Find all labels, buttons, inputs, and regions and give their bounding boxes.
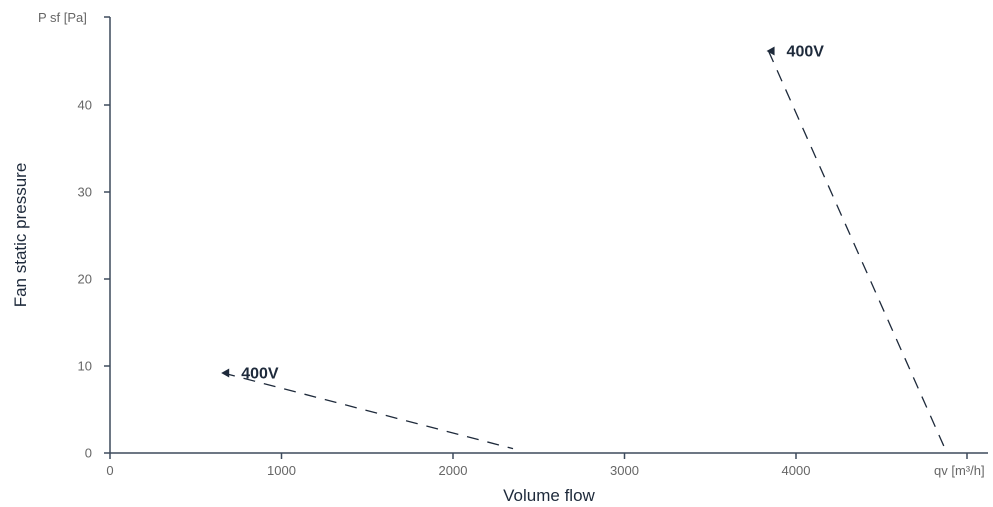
x-tick-label: 0 <box>106 463 113 478</box>
y-axis-title: Fan static pressure <box>11 163 30 308</box>
series-group: 400V 400V <box>221 44 948 454</box>
x-tick-label: 1000 <box>267 463 296 478</box>
y-tick-label: 0 <box>85 446 92 461</box>
y-tick-label: 30 <box>78 185 92 200</box>
x-tick-label: 4000 <box>782 463 811 478</box>
y-unit-label: P sf [Pa] <box>38 10 87 25</box>
series-1: 400V <box>221 365 514 450</box>
series-2: 400V <box>766 44 948 454</box>
series-label: 400V <box>241 365 279 382</box>
x-tick-label: 3000 <box>610 463 639 478</box>
series-label: 400V <box>787 44 825 61</box>
y-tick-label: 10 <box>78 359 92 374</box>
x-unit-label: qv [m³/h] <box>934 463 985 478</box>
axes <box>109 17 988 454</box>
y-tick-label: 40 <box>78 98 92 113</box>
y-tick-label: 20 <box>78 272 92 287</box>
x-tick-label: 2000 <box>439 463 468 478</box>
series-start-marker <box>221 368 230 378</box>
ticks: 0 10 20 30 40 0 1000 2000 3000 4000 <box>78 16 968 478</box>
series-start-marker <box>766 46 775 56</box>
series-line <box>767 50 948 454</box>
series-line <box>223 372 514 450</box>
x-axis-title: Volume flow <box>503 486 595 505</box>
